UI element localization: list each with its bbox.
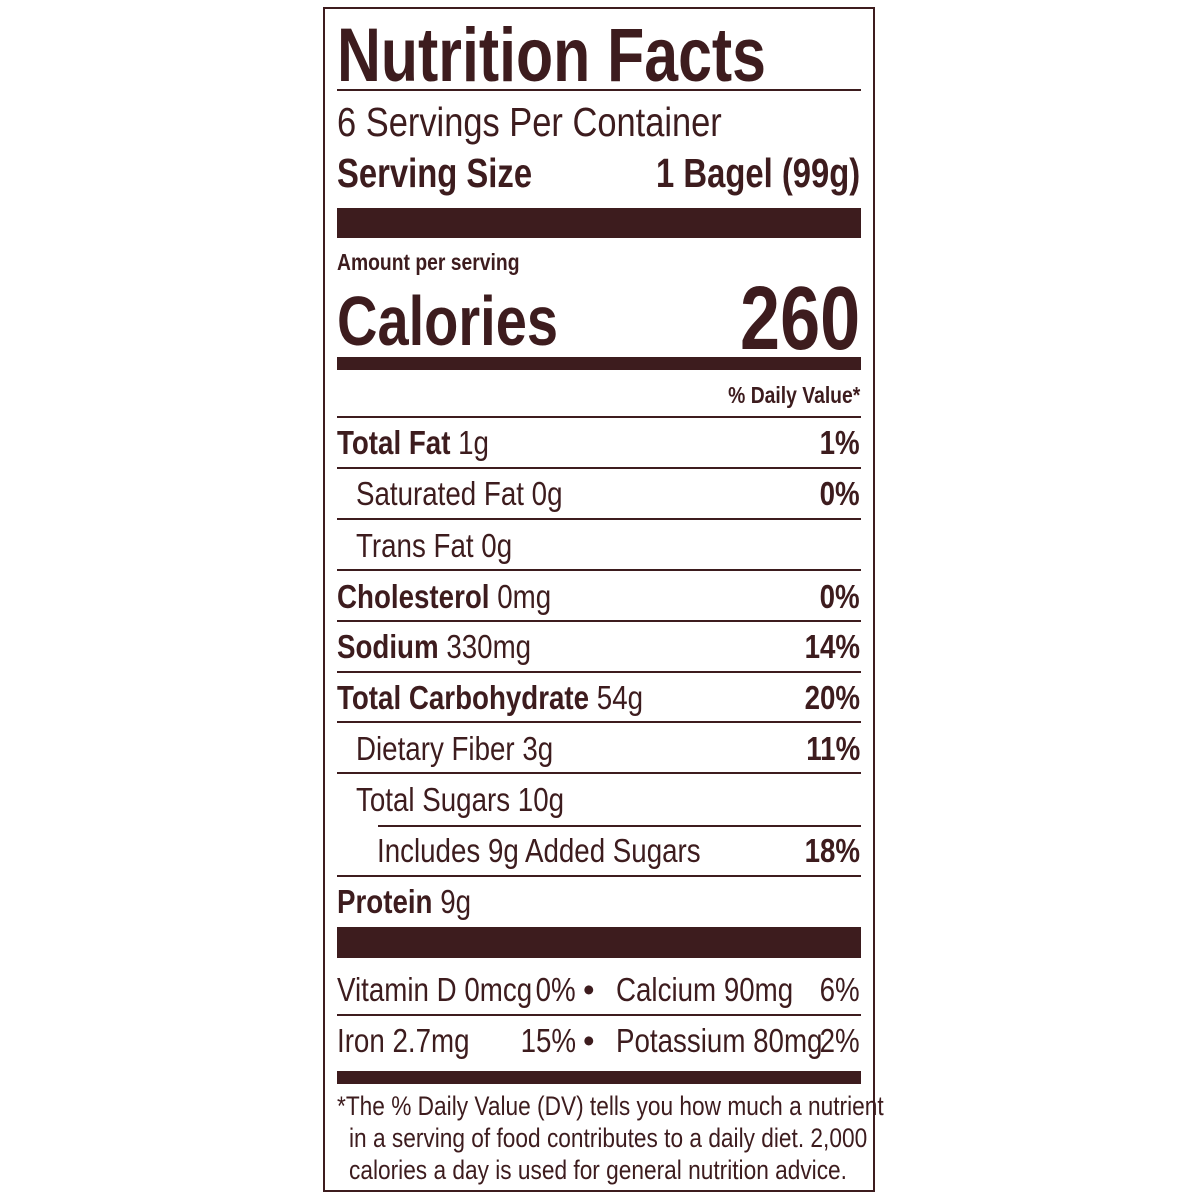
micro-iron: Iron 2.7mg <box>337 1022 470 1059</box>
bullet: • <box>583 971 595 1008</box>
divider <box>337 416 861 418</box>
dv-total-fat: 1% <box>819 424 860 461</box>
micro-vitamin-d: Vitamin D 0mcg <box>337 971 533 1008</box>
footnote-line: in a serving of food contributes to a da… <box>349 1123 868 1153</box>
divider <box>378 825 861 827</box>
divider <box>337 620 861 622</box>
divider <box>337 518 861 520</box>
divider <box>337 875 861 877</box>
dv-added-sugars: 18% <box>804 832 860 869</box>
bullet: • <box>583 1022 595 1059</box>
dv-sodium: 14% <box>804 628 860 665</box>
nutrient-row-total-fat: Total Fat 1g <box>337 424 489 461</box>
micro-calcium: Calcium 90mg <box>616 971 794 1008</box>
nutrient-row-added-sugars: Includes 9g Added Sugars <box>377 832 701 869</box>
footnote-line: calories a day is used for general nutri… <box>349 1155 847 1185</box>
dv-potassium: 2% <box>819 1022 860 1059</box>
nutrient-row-dietary-fiber: Dietary Fiber 3g <box>356 730 554 767</box>
nutrition-label-border <box>323 7 875 1192</box>
divider <box>337 569 861 571</box>
dv-iron: 15% <box>520 1022 576 1059</box>
dv-total-carbohydrate: 20% <box>804 679 860 716</box>
nutrient-row-saturated-fat: Saturated Fat 0g <box>356 475 563 512</box>
dv-vitamin-d: 0% <box>535 971 576 1008</box>
divider <box>337 721 861 723</box>
nutrient-row-protein: Protein 9g <box>337 883 472 920</box>
dv-dietary-fiber: 11% <box>806 730 860 767</box>
nutrient-row-sodium: Sodium 330mg <box>337 628 532 665</box>
footnote-line: *The % Daily Value (DV) tells you how mu… <box>337 1091 884 1121</box>
serving-size-value: 1 Bagel (99g) <box>655 150 860 196</box>
medium-bar <box>337 357 861 370</box>
label-title: Nutrition Facts <box>337 13 766 98</box>
divider <box>337 1014 861 1016</box>
serving-size-label: Serving Size <box>337 150 533 196</box>
divider <box>337 467 861 469</box>
servings-per-container: 6 Servings Per Container <box>337 99 722 145</box>
nutrient-row-cholesterol: Cholesterol 0mg <box>337 578 552 615</box>
calories-label: Calories <box>337 282 558 360</box>
nutrient-row-total-sugars: Total Sugars 10g <box>356 781 565 818</box>
thick-bar <box>337 927 861 958</box>
amount-per-serving: Amount per serving <box>337 249 520 275</box>
nutrient-row-trans-fat: Trans Fat 0g <box>356 527 513 564</box>
micro-potassium: Potassium 80mg <box>616 1022 823 1059</box>
calories-value: 260 <box>739 269 860 369</box>
divider <box>337 671 861 673</box>
medium-bar <box>337 1071 861 1084</box>
daily-value-header: % Daily Value* <box>727 382 860 408</box>
nutrient-row-total-carbohydrate: Total Carbohydrate 54g <box>337 679 644 716</box>
divider <box>337 89 861 91</box>
divider <box>337 772 861 774</box>
dv-calcium: 6% <box>819 971 860 1008</box>
thick-bar <box>337 208 861 238</box>
dv-saturated-fat: 0% <box>819 475 860 512</box>
dv-cholesterol: 0% <box>819 578 860 615</box>
